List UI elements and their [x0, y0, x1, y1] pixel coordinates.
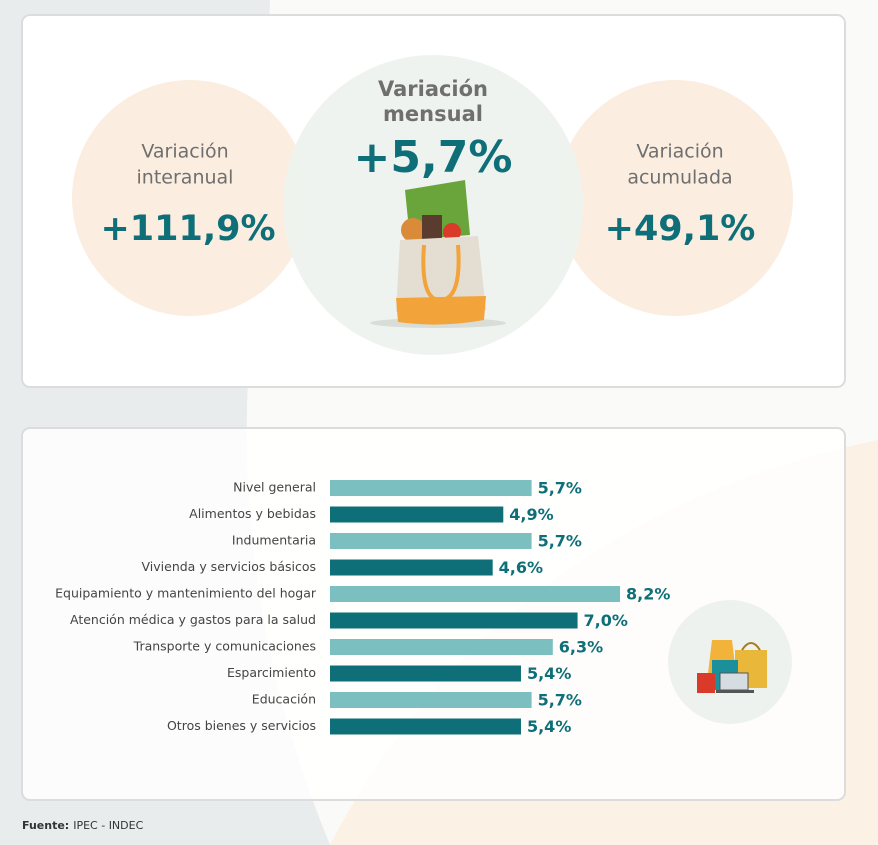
category-label: Indumentaria [232, 533, 316, 548]
source-label: Fuente: [22, 819, 69, 832]
category-label: Equipamiento y mantenimiento del hogar [55, 586, 317, 601]
bar [330, 480, 532, 496]
stat-value: +111,9% [100, 209, 275, 249]
category-label: Otros bienes y servicios [167, 718, 316, 733]
stat-label: Variación [378, 77, 488, 101]
category-label: Nivel general [233, 480, 316, 495]
value-label: 8,2% [626, 585, 670, 604]
bag-icon [370, 180, 506, 328]
value-label: 5,7% [538, 532, 582, 551]
circle [557, 80, 793, 316]
bar [330, 639, 553, 655]
value-label: 5,7% [538, 691, 582, 710]
source: Fuente: IPEC - INDEC [22, 819, 144, 832]
source-text: IPEC - INDEC [73, 819, 143, 832]
stat-label: Variación [636, 141, 723, 163]
bar [330, 612, 578, 629]
bar [330, 692, 532, 708]
value-label: 4,9% [509, 505, 553, 524]
category-label: Esparcimiento [227, 665, 316, 680]
stat-label: mensual [383, 102, 483, 126]
bar [330, 665, 521, 682]
category-label: Vivienda y servicios básicos [142, 559, 316, 574]
stat-label: Variación [141, 141, 228, 163]
bar [330, 718, 521, 735]
value-label: 5,4% [527, 664, 571, 683]
bar [330, 586, 620, 602]
bar [330, 506, 504, 523]
value-label: 5,7% [538, 479, 582, 498]
bar [330, 559, 493, 576]
value-label: 5,4% [527, 717, 571, 736]
stat-label: acumulada [627, 167, 732, 189]
value-label: 6,3% [559, 638, 603, 657]
shopping-icon [668, 600, 792, 724]
category-label: Atención médica y gastos para la salud [70, 612, 316, 627]
stat-label: interanual [137, 167, 234, 189]
stat-value: +5,7% [354, 132, 513, 183]
stat-value: +49,1% [605, 209, 756, 249]
category-label: Educación [252, 692, 316, 707]
category-label: Transporte y comunicaciones [133, 639, 316, 654]
value-label: 7,0% [584, 611, 628, 630]
circle [72, 80, 308, 316]
bar [330, 533, 532, 549]
bar-chart: Nivel general 5,7% Alimentos y bebidas 4,9%… [55, 479, 670, 737]
category-label: Alimentos y bebidas [189, 506, 316, 521]
value-label: 4,6% [499, 558, 543, 577]
